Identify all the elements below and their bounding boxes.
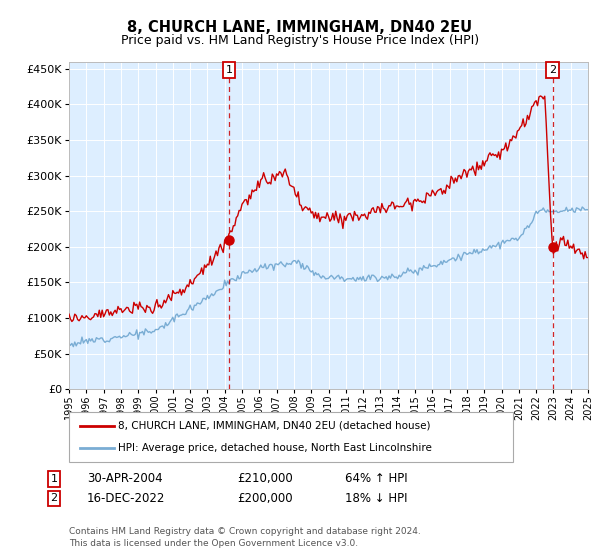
Text: HPI: Average price, detached house, North East Lincolnshire: HPI: Average price, detached house, Nort…: [118, 443, 432, 453]
Text: Price paid vs. HM Land Registry's House Price Index (HPI): Price paid vs. HM Land Registry's House …: [121, 34, 479, 46]
Text: 2: 2: [50, 493, 58, 503]
Text: 16-DEC-2022: 16-DEC-2022: [87, 492, 166, 505]
Text: £200,000: £200,000: [237, 492, 293, 505]
Text: 1: 1: [50, 474, 58, 484]
Text: 1: 1: [226, 65, 233, 75]
Text: 30-APR-2004: 30-APR-2004: [87, 472, 163, 486]
Text: Contains HM Land Registry data © Crown copyright and database right 2024.
This d: Contains HM Land Registry data © Crown c…: [69, 527, 421, 548]
Text: 8, CHURCH LANE, IMMINGHAM, DN40 2EU: 8, CHURCH LANE, IMMINGHAM, DN40 2EU: [127, 20, 473, 35]
Text: £210,000: £210,000: [237, 472, 293, 486]
Text: 18% ↓ HPI: 18% ↓ HPI: [345, 492, 407, 505]
Text: 8, CHURCH LANE, IMMINGHAM, DN40 2EU (detached house): 8, CHURCH LANE, IMMINGHAM, DN40 2EU (det…: [118, 421, 431, 431]
Text: 64% ↑ HPI: 64% ↑ HPI: [345, 472, 407, 486]
Text: 2: 2: [549, 65, 556, 75]
